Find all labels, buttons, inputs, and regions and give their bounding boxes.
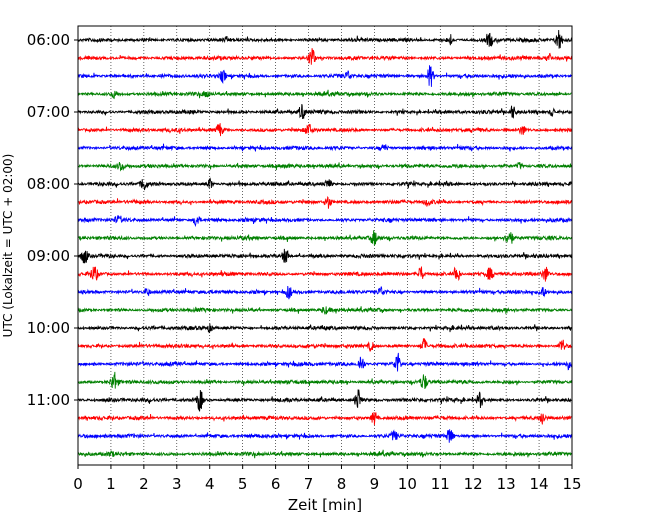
x-tick-label: 3 <box>172 475 182 493</box>
trace-1015 <box>77 338 573 353</box>
x-axis: 0 1 2 3 4 5 6 7 8 9 10 11 12 13 14 15 <box>73 465 582 493</box>
trace-1130 <box>77 429 573 443</box>
grid <box>110 26 540 465</box>
x-tick-label: 5 <box>238 475 248 493</box>
x-tick-label: 0 <box>73 475 83 493</box>
trace-0730 <box>77 143 573 152</box>
x-tick-label: 9 <box>370 475 380 493</box>
x-tick-label: 2 <box>139 475 149 493</box>
trace-0845 <box>77 230 573 246</box>
trace-1115 <box>77 411 573 426</box>
trace-0930 <box>77 286 573 300</box>
x-tick-label: 7 <box>304 475 314 493</box>
trace-0915 <box>77 266 573 282</box>
trace-0615 <box>77 48 573 65</box>
trace-1100 <box>77 389 573 412</box>
x-tick-label: 1 <box>106 475 116 493</box>
trace-0800 <box>77 177 573 191</box>
x-tick-label: 6 <box>271 475 281 493</box>
trace-1000 <box>77 323 573 334</box>
x-tick-label: 12 <box>464 475 483 493</box>
x-tick-label: 8 <box>337 475 347 493</box>
y-tick-label: 07:00 <box>27 103 70 121</box>
traces <box>77 29 573 459</box>
trace-1030 <box>77 352 573 372</box>
y-axis-label: UTC (Lokalzeit = UTC + 02:00) <box>1 154 15 338</box>
trace-0815 <box>77 196 573 209</box>
x-tick-label: 15 <box>562 475 581 493</box>
trace-0745 <box>77 161 573 172</box>
plot-frame <box>77 25 573 466</box>
y-tick-label: 10:00 <box>27 319 70 337</box>
trace-0715 <box>77 123 573 137</box>
trace-0630 <box>77 65 573 87</box>
trace-0900 <box>77 248 573 264</box>
trace-0645 <box>77 89 573 100</box>
y-tick-label: 09:00 <box>27 247 70 265</box>
x-axis-label: Zeit [min] <box>288 496 362 514</box>
x-tick-label: 13 <box>497 475 516 493</box>
x-tick-label: 11 <box>431 475 450 493</box>
trace-1145 <box>77 449 573 459</box>
trace-0945 <box>77 306 573 315</box>
y-axis: 06:00 07:00 08:00 09:00 10:00 11:00 <box>27 31 78 409</box>
y-tick-label: 06:00 <box>27 31 70 49</box>
trace-0830 <box>77 215 573 228</box>
x-tick-label: 10 <box>398 475 417 493</box>
y-tick-label: 08:00 <box>27 175 70 193</box>
x-tick-label: 4 <box>205 475 215 493</box>
trace-0600 <box>77 29 573 49</box>
x-tick-label: 14 <box>530 475 549 493</box>
trace-0700 <box>77 103 573 120</box>
trace-1045 <box>77 371 573 390</box>
y-tick-label: 11:00 <box>27 391 70 409</box>
